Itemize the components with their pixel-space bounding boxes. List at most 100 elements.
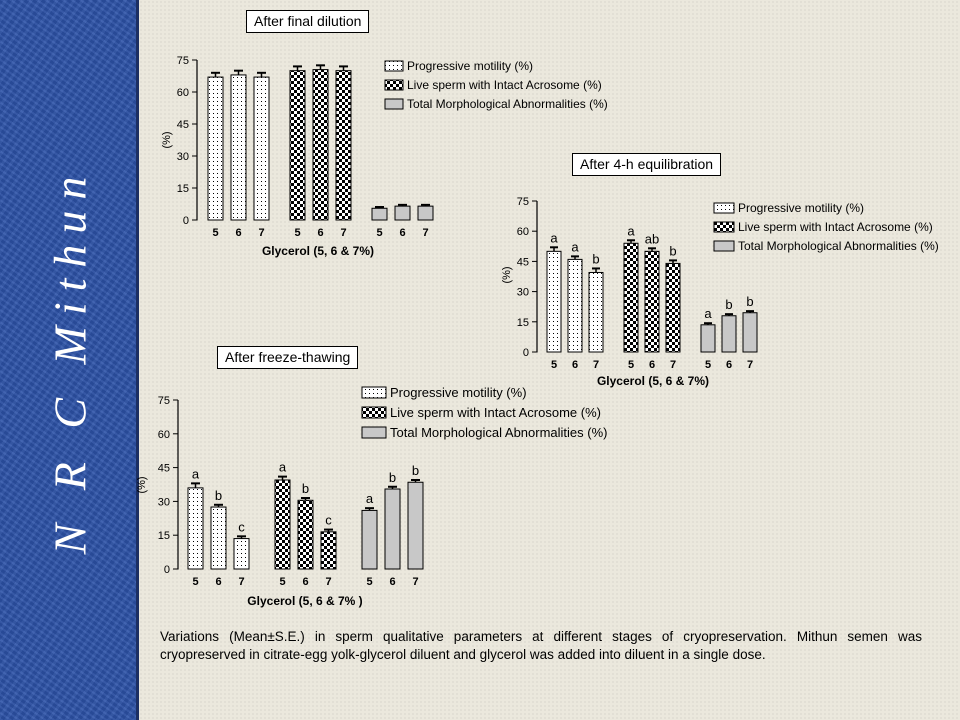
x-tick-label: 7	[325, 576, 331, 588]
x-axis-label: Glycerol (5, 6 & 7% )	[247, 594, 362, 608]
y-axis-label: (%)	[136, 476, 148, 493]
significance-letter: b	[725, 297, 732, 312]
legend-swatch	[384, 60, 404, 72]
x-tick-label: 6	[726, 359, 732, 371]
legend-label: Total Morphological Abnormalities (%)	[407, 97, 608, 111]
bar	[384, 488, 401, 570]
bar	[361, 509, 378, 570]
legend-label: Total Morphological Abnormalities (%)	[390, 425, 607, 440]
bar	[210, 506, 227, 570]
significance-letter: b	[746, 294, 753, 309]
significance-letter: a	[192, 466, 200, 481]
x-tick-label: 5	[705, 359, 711, 371]
y-tick-label: 0	[164, 564, 170, 576]
legend-swatch	[713, 202, 735, 214]
legend-label: Live sperm with Intact Acrosome (%)	[390, 405, 601, 420]
significance-letter: a	[704, 306, 712, 321]
y-axis-label: (%)	[161, 131, 173, 148]
x-tick-label: 5	[376, 227, 382, 239]
x-tick-label: 6	[399, 227, 405, 239]
legend-swatch	[361, 406, 387, 419]
y-tick-label: 60	[517, 226, 529, 238]
x-tick-label: 7	[238, 576, 244, 588]
x-tick-label: 5	[212, 227, 218, 239]
significance-letter: c	[325, 513, 332, 528]
x-tick-label: 7	[412, 576, 418, 588]
legend-swatch	[713, 240, 735, 252]
x-tick-label: 5	[294, 227, 300, 239]
y-tick-label: 75	[517, 196, 529, 208]
legend-swatch	[384, 79, 404, 91]
y-tick-label: 0	[183, 215, 189, 227]
y-tick-label: 30	[517, 287, 529, 299]
bar	[320, 531, 337, 570]
bar	[233, 538, 250, 570]
legend-label: Total Morphological Abnormalities (%)	[738, 239, 939, 253]
significance-letter: b	[669, 243, 676, 258]
x-axis-label: Glycerol (5, 6 & 7%)	[597, 374, 709, 388]
x-axis-label: Glycerol (5, 6 & 7%)	[262, 244, 374, 258]
bar	[187, 487, 204, 570]
x-tick-label: 6	[649, 359, 655, 371]
x-tick-label: 6	[235, 227, 241, 239]
significance-letter: ab	[645, 231, 659, 246]
y-tick-label: 15	[158, 530, 170, 542]
significance-letter: a	[366, 491, 374, 506]
chart-title-freeze-thawing: After freeze-thawing	[217, 346, 359, 369]
legend-label: Progressive motility (%)	[390, 385, 527, 400]
y-tick-label: 45	[517, 256, 529, 268]
significance-letter: b	[592, 251, 599, 266]
y-tick-label: 30	[158, 496, 170, 508]
chart-title-final-dilution: After final dilution	[246, 10, 370, 33]
x-tick-label: 6	[572, 359, 578, 371]
chart-title-equilibration: After 4-h equilibration	[572, 153, 722, 176]
legend-label: Progressive motility (%)	[407, 59, 533, 73]
legend-swatch	[713, 221, 735, 233]
y-tick-label: 45	[177, 119, 189, 131]
x-tick-label: 6	[302, 576, 308, 588]
y-axis-label: (%)	[501, 266, 513, 283]
significance-letter: b	[389, 470, 396, 485]
x-tick-label: 5	[628, 359, 634, 371]
x-tick-label: 6	[389, 576, 395, 588]
legend-swatch	[384, 98, 404, 110]
x-tick-label: 7	[747, 359, 753, 371]
significance-letter: a	[627, 223, 635, 238]
y-tick-label: 60	[158, 429, 170, 441]
y-tick-label: 60	[177, 87, 189, 99]
y-tick-label: 0	[523, 347, 529, 359]
legend-label: Progressive motility (%)	[738, 201, 864, 215]
significance-letter: a	[550, 230, 558, 245]
legend-label: Live sperm with Intact Acrosome (%)	[738, 220, 933, 234]
x-tick-label: 7	[670, 359, 676, 371]
x-tick-label: 5	[366, 576, 372, 588]
legend-swatch	[361, 426, 387, 439]
x-tick-label: 7	[422, 227, 428, 239]
legend-swatch	[361, 386, 387, 399]
significance-letter: b	[215, 488, 222, 503]
bar	[297, 499, 314, 570]
y-tick-label: 45	[158, 463, 170, 475]
significance-letter: b	[412, 463, 419, 478]
significance-letter: b	[302, 481, 309, 496]
y-tick-label: 15	[517, 317, 529, 329]
sidebar-divider	[136, 0, 139, 720]
x-tick-label: 5	[192, 576, 198, 588]
significance-letter: c	[238, 519, 245, 534]
x-tick-label: 6	[215, 576, 221, 588]
significance-letter: a	[279, 460, 287, 475]
y-tick-label: 30	[177, 151, 189, 163]
sidebar: N R C Mithun	[0, 0, 136, 720]
legend-label: Live sperm with Intact Acrosome (%)	[407, 78, 602, 92]
y-tick-label: 15	[177, 183, 189, 195]
bar	[407, 481, 424, 570]
x-tick-label: 7	[593, 359, 599, 371]
x-tick-label: 7	[340, 227, 346, 239]
x-tick-label: 6	[317, 227, 323, 239]
x-tick-label: 7	[258, 227, 264, 239]
figure-caption: Variations (Mean±S.E.) in sperm qualitat…	[160, 629, 922, 662]
bar	[274, 479, 291, 570]
significance-letter: a	[571, 239, 579, 254]
